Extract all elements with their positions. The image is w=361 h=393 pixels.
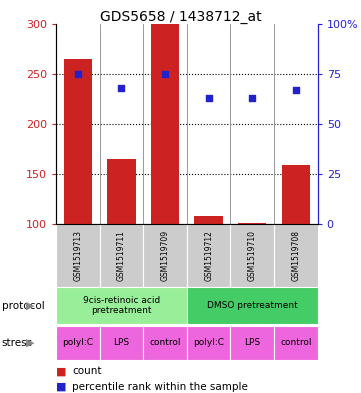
Bar bbox=[230, 224, 274, 287]
Bar bbox=[238, 223, 266, 224]
Text: GSM1519709: GSM1519709 bbox=[161, 230, 170, 281]
Bar bbox=[100, 224, 143, 287]
Point bbox=[206, 95, 212, 101]
Text: DMSO pretreatment: DMSO pretreatment bbox=[207, 301, 297, 310]
Text: control: control bbox=[149, 338, 181, 347]
Text: GSM1519713: GSM1519713 bbox=[73, 230, 82, 281]
Bar bbox=[151, 24, 179, 224]
Text: LPS: LPS bbox=[244, 338, 260, 347]
Text: count: count bbox=[72, 366, 102, 376]
Text: GSM1519710: GSM1519710 bbox=[248, 230, 257, 281]
Bar bbox=[143, 224, 187, 287]
Point bbox=[118, 84, 124, 91]
Text: ■: ■ bbox=[56, 366, 66, 376]
Text: ▶: ▶ bbox=[26, 301, 35, 310]
Point bbox=[162, 70, 168, 77]
Bar bbox=[230, 326, 274, 360]
Bar bbox=[64, 59, 92, 224]
Text: control: control bbox=[280, 338, 312, 347]
Text: 9cis-retinoic acid
pretreatment: 9cis-retinoic acid pretreatment bbox=[83, 296, 160, 315]
Text: GSM1519711: GSM1519711 bbox=[117, 230, 126, 281]
Text: GSM1519712: GSM1519712 bbox=[204, 230, 213, 281]
Bar bbox=[56, 326, 100, 360]
Bar bbox=[187, 224, 230, 287]
Bar bbox=[107, 159, 136, 224]
Bar bbox=[100, 326, 143, 360]
Point bbox=[249, 95, 255, 101]
Point bbox=[293, 86, 299, 93]
Bar bbox=[187, 326, 230, 360]
Bar bbox=[56, 224, 100, 287]
Text: ▶: ▶ bbox=[26, 338, 35, 348]
Text: polyI:C: polyI:C bbox=[62, 338, 93, 347]
Bar bbox=[274, 326, 318, 360]
Text: stress: stress bbox=[2, 338, 33, 348]
Bar bbox=[195, 216, 223, 224]
Point bbox=[75, 70, 81, 77]
Text: polyI:C: polyI:C bbox=[193, 338, 224, 347]
Bar bbox=[187, 287, 318, 324]
Bar bbox=[56, 287, 187, 324]
Text: GSM1519708: GSM1519708 bbox=[291, 230, 300, 281]
Text: GDS5658 / 1438712_at: GDS5658 / 1438712_at bbox=[100, 10, 261, 24]
Bar bbox=[274, 224, 318, 287]
Text: protocol: protocol bbox=[2, 301, 44, 310]
Bar bbox=[282, 165, 310, 224]
Text: ■: ■ bbox=[56, 382, 66, 392]
Text: LPS: LPS bbox=[113, 338, 130, 347]
Bar bbox=[143, 326, 187, 360]
Text: percentile rank within the sample: percentile rank within the sample bbox=[72, 382, 248, 392]
